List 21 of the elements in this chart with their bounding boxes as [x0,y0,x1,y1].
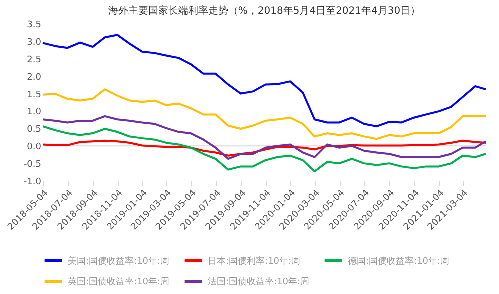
legend-label: 法国:国债收益率:10年:周 [208,276,310,288]
line-series [42,140,487,157]
y-tick-label: -1.0 [24,178,42,188]
y-tick-label: -0.5 [24,160,42,170]
y-tick-label: 3.0 [27,38,42,48]
chart-title: 海外主要国家长端利率走势（%，2018年5月4日至2021年4月30日） [108,5,421,17]
legend-label: 德国:国债收益率:10年:周 [348,256,450,267]
y-tick-label: 3.5 [27,20,42,30]
y-tick-label: 0.5 [27,125,42,136]
y-tick-label: 1.0 [27,108,42,118]
legend-label: 英国:国债收益率:10年:周 [68,276,170,288]
y-tick-label: 0.0 [27,142,42,153]
legend-label: 美国:国债收益率:10年:周 [68,256,170,267]
line-series [42,34,487,128]
line-series [42,126,487,173]
y-tick-label: 1.5 [27,90,42,100]
line-series [42,115,487,160]
y-tick-label: 2.0 [27,72,42,83]
legend-label: 日本:国债利率:10年:周 [208,256,301,267]
y-tick-label: 2.5 [27,55,42,66]
line-series [42,88,487,140]
